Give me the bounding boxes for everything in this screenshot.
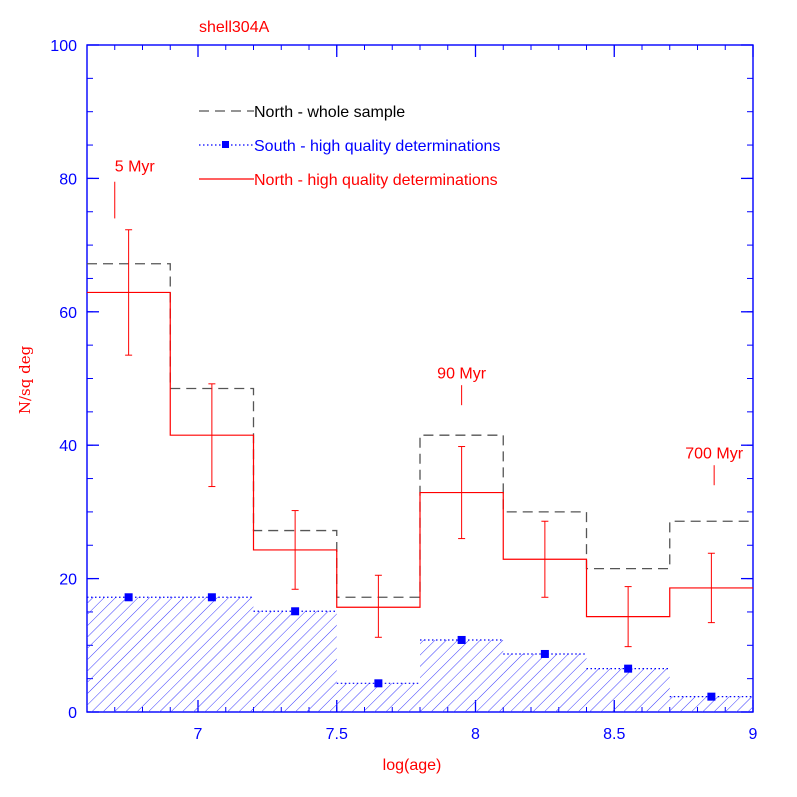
south-hatched-bar xyxy=(170,597,254,712)
annotation-label-3: 700 Myr xyxy=(685,446,743,463)
south-data-marker xyxy=(707,692,716,701)
y-tick-label: 100 xyxy=(50,38,77,55)
legend: North - whole sample South - high quality… xyxy=(199,104,500,189)
x-tick-label: 8 xyxy=(471,726,480,743)
y-tick-label: 80 xyxy=(59,171,77,188)
south-hatched-bar xyxy=(336,683,420,712)
legend-south-high-quality-label: South - high quality determinations xyxy=(254,138,500,155)
chart-title: shell304A xyxy=(199,19,270,36)
x-tick-label: 7 xyxy=(194,726,203,743)
south-hatched-bar xyxy=(87,597,171,712)
south-hatched-bar xyxy=(253,611,337,712)
south-data-marker xyxy=(291,607,300,616)
y-axis-label: N/sq deg xyxy=(16,345,34,414)
x-axis-label: log(age) xyxy=(383,757,442,774)
y-tick-label: 60 xyxy=(59,305,77,322)
plot-area: 7 7.5 8 8.5 9 0 20 40 60 80 100 5 Myr 90 Myr 700 Myr N… xyxy=(50,38,757,743)
south-data-marker xyxy=(374,679,383,688)
legend-south-high-quality-marker xyxy=(222,141,229,148)
south-data-marker xyxy=(124,593,133,602)
annotation-label-1: 5 Myr xyxy=(115,159,156,176)
legend-north-high-quality-label: North - high quality determinations xyxy=(254,172,498,189)
south-data-marker xyxy=(624,664,633,673)
x-tick-label: 8.5 xyxy=(603,726,625,743)
x-tick-label: 7.5 xyxy=(326,726,348,743)
annotation-label-2: 90 Myr xyxy=(437,366,487,383)
south-hatched-bar xyxy=(503,653,587,712)
south-data-marker xyxy=(207,593,216,602)
legend-north-whole-sample-label: North - whole sample xyxy=(254,104,405,121)
y-tick-label: 20 xyxy=(59,572,77,589)
y-tick-label: 40 xyxy=(59,438,77,455)
south-data-marker xyxy=(540,649,549,658)
south-hatched-bar xyxy=(586,668,670,712)
x-tick-label: 9 xyxy=(749,726,758,743)
south-data-marker xyxy=(457,635,466,644)
south-hatched-bar xyxy=(669,696,753,712)
south-hatched-bar xyxy=(420,639,504,712)
y-tick-label: 0 xyxy=(68,705,77,722)
